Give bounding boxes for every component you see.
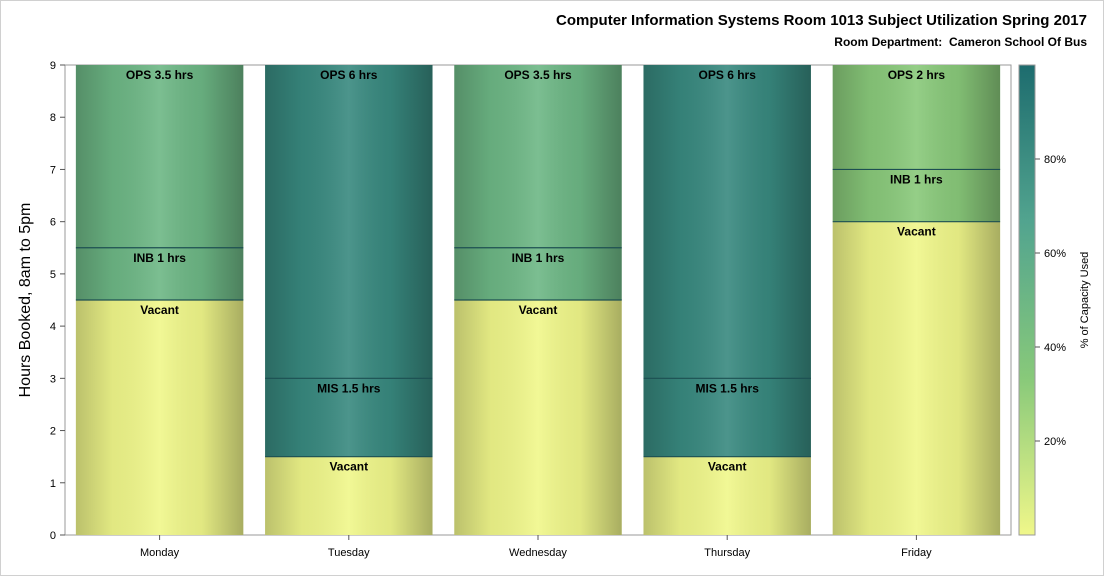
segment-label: OPS 6 hrs xyxy=(320,68,378,82)
y-tick-label: 1 xyxy=(50,478,56,490)
y-tick-label: 2 xyxy=(50,426,56,438)
y-tick-label: 0 xyxy=(50,530,56,542)
bar-segment-shading xyxy=(643,378,811,457)
bar-segment-shading xyxy=(454,300,622,535)
y-tick-label: 7 xyxy=(50,164,56,176)
bar-segment-shading xyxy=(265,456,433,535)
x-tick-label: Wednesday xyxy=(509,547,567,559)
y-tick-label: 8 xyxy=(50,112,56,124)
segment-label: OPS 3.5 hrs xyxy=(126,68,194,82)
segment-label: INB 1 hrs xyxy=(133,251,186,265)
segment-label: Vacant xyxy=(708,460,747,474)
bar-segment-shading xyxy=(643,65,811,379)
bar-segment-shading xyxy=(75,300,244,535)
segment-label: INB 1 hrs xyxy=(512,251,565,265)
bar-segment-shading xyxy=(454,65,622,248)
y-axis-label: Hours Booked, 8am to 5pm xyxy=(17,203,34,398)
x-tick-label: Tuesday xyxy=(328,547,370,559)
chart-plot-area: 0 1 2 3 4 5 6 7 8 9 Vacant INB 1 hrs OPS 3.5 hrs Mond… xyxy=(50,60,1066,559)
y-tick-label: 4 xyxy=(50,321,56,333)
segment-label: MIS 1.5 hrs xyxy=(317,381,381,395)
bar-segment-shading xyxy=(454,247,622,300)
x-tick-label: Monday xyxy=(140,547,180,559)
bar-segment-shading xyxy=(75,65,244,248)
colorbar-tick-label: 40% xyxy=(1044,342,1066,354)
bar-segment-shading xyxy=(832,65,1001,170)
bar-segment-shading xyxy=(832,169,1001,222)
y-tick-label: 9 xyxy=(50,60,56,72)
segment-label: Vacant xyxy=(329,460,368,474)
colorbar xyxy=(1018,64,1036,536)
segment-label: OPS 2 hrs xyxy=(888,68,946,82)
segment-label: Vacant xyxy=(897,225,936,239)
colorbar-tick-label: 60% xyxy=(1044,248,1066,260)
bar-segment-shading xyxy=(265,378,433,457)
x-tick-label: Thursday xyxy=(704,547,750,559)
y-tick-label: 5 xyxy=(50,269,56,281)
colorbar-label: % of Capacity Used xyxy=(1079,252,1091,349)
segment-label: Vacant xyxy=(519,303,558,317)
segment-label: OPS 3.5 hrs xyxy=(504,68,572,82)
chart-title: Computer Information Systems Room 1013 S… xyxy=(556,12,1087,29)
segment-label: OPS 6 hrs xyxy=(699,68,757,82)
segment-label: MIS 1.5 hrs xyxy=(696,381,760,395)
bar-segment-shading xyxy=(832,221,1001,535)
y-tick-label: 6 xyxy=(50,217,56,229)
y-tick-label: 3 xyxy=(50,373,56,385)
colorbar-tick-label: 20% xyxy=(1044,436,1066,448)
x-tick-label: Friday xyxy=(901,547,932,559)
bar-segment-shading xyxy=(75,247,244,300)
colorbar-tick-label: 80% xyxy=(1044,154,1066,166)
bar-segment-shading xyxy=(643,456,811,535)
bar-segment-shading xyxy=(265,65,433,379)
chart-subtitle: Room Department: Cameron School Of Bus xyxy=(834,35,1087,49)
segment-label: Vacant xyxy=(140,303,179,317)
segment-label: INB 1 hrs xyxy=(890,172,943,186)
